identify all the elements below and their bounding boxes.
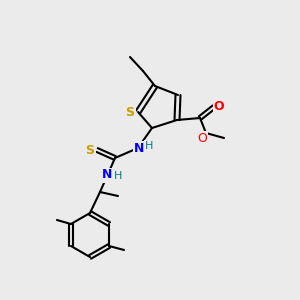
- Text: H: H: [145, 141, 153, 151]
- Text: N: N: [102, 169, 112, 182]
- Text: O: O: [197, 131, 207, 145]
- Text: N: N: [134, 142, 144, 154]
- Text: H: H: [114, 171, 122, 181]
- Text: S: S: [125, 106, 134, 119]
- Text: S: S: [85, 143, 94, 157]
- Text: O: O: [214, 100, 224, 112]
